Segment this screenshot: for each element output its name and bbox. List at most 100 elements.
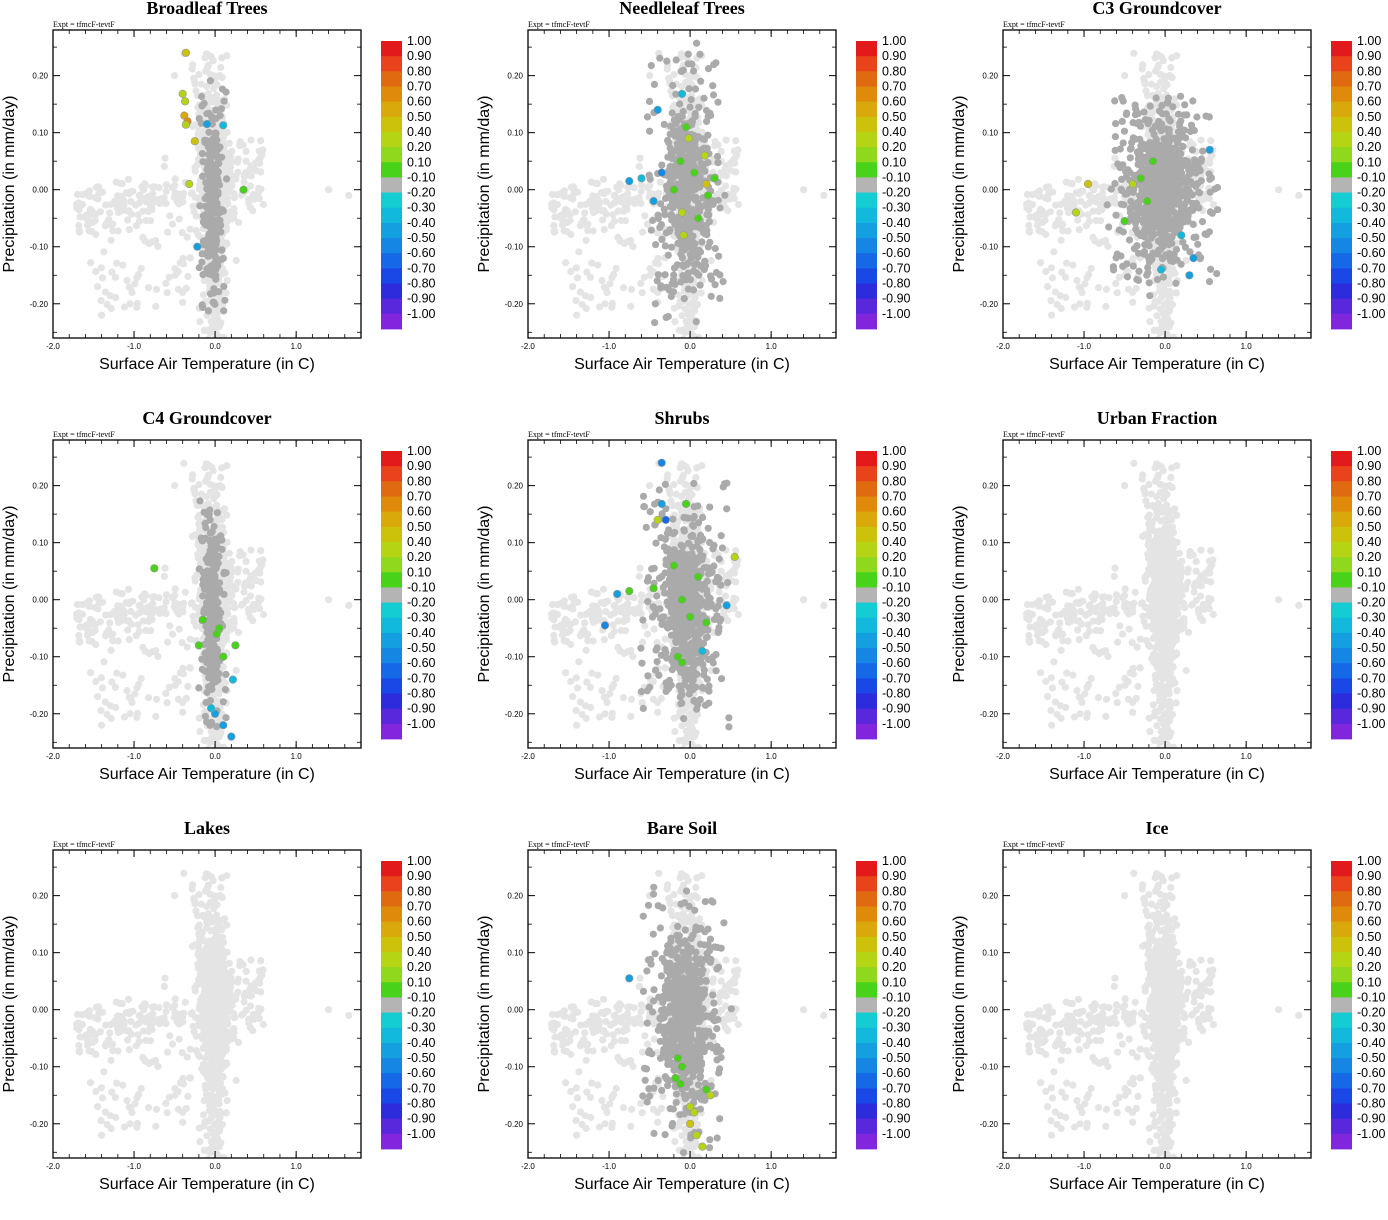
pft-point xyxy=(715,252,723,260)
background-point xyxy=(1102,285,1111,293)
background-point xyxy=(1099,183,1107,191)
pft-point xyxy=(216,112,224,120)
colorbar-label: -0.50 xyxy=(882,231,911,245)
background-point xyxy=(566,211,574,219)
pft-point xyxy=(691,196,699,204)
background-point xyxy=(574,188,582,196)
pft-point xyxy=(687,150,695,158)
background-point xyxy=(567,267,575,276)
pft-point xyxy=(216,143,224,151)
pft-point xyxy=(216,216,224,224)
background-point xyxy=(255,147,263,155)
y-tick-label: -0.10 xyxy=(505,243,524,252)
background-point xyxy=(582,236,590,244)
background-point xyxy=(234,168,242,176)
panel-title: Needleleaf Trees xyxy=(619,0,744,18)
pft-point xyxy=(688,159,696,167)
plot-frame xyxy=(527,29,837,339)
pft-point xyxy=(668,163,676,172)
background-point xyxy=(209,57,217,65)
pft-point xyxy=(660,120,668,128)
background-point xyxy=(697,289,705,297)
background-point xyxy=(114,227,122,235)
background-point xyxy=(104,218,112,226)
pft-point xyxy=(1177,92,1185,100)
pft-point xyxy=(223,175,231,183)
background-point xyxy=(1070,303,1079,311)
background-point xyxy=(707,256,715,265)
background-point xyxy=(624,194,632,202)
background-point xyxy=(186,254,194,262)
pft-point xyxy=(206,77,214,85)
colorbar-swatch xyxy=(381,56,402,72)
colorbar-swatch xyxy=(381,207,402,224)
points-layer xyxy=(548,39,828,338)
pft-point xyxy=(1139,217,1147,225)
colorbar-swatch xyxy=(856,56,877,72)
pft-point xyxy=(685,240,693,248)
background-point xyxy=(125,226,133,234)
background-point xyxy=(609,211,617,219)
background-point xyxy=(142,216,150,225)
background-point xyxy=(1207,137,1215,145)
background-point xyxy=(1069,261,1077,269)
highlight-point xyxy=(690,168,699,177)
background-point xyxy=(141,180,149,188)
background-point xyxy=(1036,192,1044,200)
background-point xyxy=(1045,183,1053,191)
pft-point xyxy=(681,197,689,205)
pft-point xyxy=(1190,126,1198,135)
background-point xyxy=(638,289,646,297)
background-point xyxy=(1042,267,1050,276)
background-point xyxy=(124,175,133,183)
background-point xyxy=(257,137,265,145)
pft-point xyxy=(689,67,698,75)
y-tick-label: 0.10 xyxy=(507,129,523,138)
colorbar-label: 1.00 xyxy=(882,34,906,48)
pft-point xyxy=(1126,154,1134,162)
background-point xyxy=(170,193,178,201)
background-point xyxy=(690,304,698,312)
pft-point xyxy=(690,267,698,275)
background-point xyxy=(572,264,580,272)
pft-point xyxy=(215,288,223,296)
pft-point xyxy=(1107,185,1115,193)
background-point xyxy=(1094,284,1103,292)
background-point xyxy=(116,179,125,188)
background-point xyxy=(600,226,608,234)
background-point xyxy=(1053,300,1061,309)
background-point xyxy=(1083,274,1091,282)
x-tick-label: 1.0 xyxy=(291,342,303,351)
background-point xyxy=(98,274,107,282)
background-point xyxy=(140,186,148,194)
pft-point xyxy=(695,271,703,279)
background-point xyxy=(1056,209,1064,217)
highlight-point xyxy=(682,122,691,132)
background-point xyxy=(607,222,615,230)
background-point xyxy=(1066,179,1075,188)
colorbar-swatch xyxy=(856,177,877,193)
colorbar-swatch xyxy=(856,86,877,103)
background-point xyxy=(224,165,232,173)
pft-point xyxy=(209,298,217,306)
colorbar-swatch xyxy=(856,253,877,269)
colorbar-swatch xyxy=(381,298,402,315)
pft-point xyxy=(1159,273,1168,281)
highlight-point xyxy=(185,179,194,189)
pft-point xyxy=(218,246,226,254)
pft-point xyxy=(683,260,691,268)
background-point xyxy=(239,141,247,149)
pft-point xyxy=(696,281,704,289)
background-point xyxy=(721,182,730,190)
pft-point xyxy=(1139,209,1147,217)
pft-point xyxy=(680,175,688,183)
background-point xyxy=(222,224,230,232)
pft-point xyxy=(657,200,665,208)
pft-point xyxy=(706,238,714,246)
background-point xyxy=(730,147,738,155)
background-point xyxy=(234,155,242,163)
pft-point xyxy=(643,113,652,121)
background-point xyxy=(111,273,119,281)
